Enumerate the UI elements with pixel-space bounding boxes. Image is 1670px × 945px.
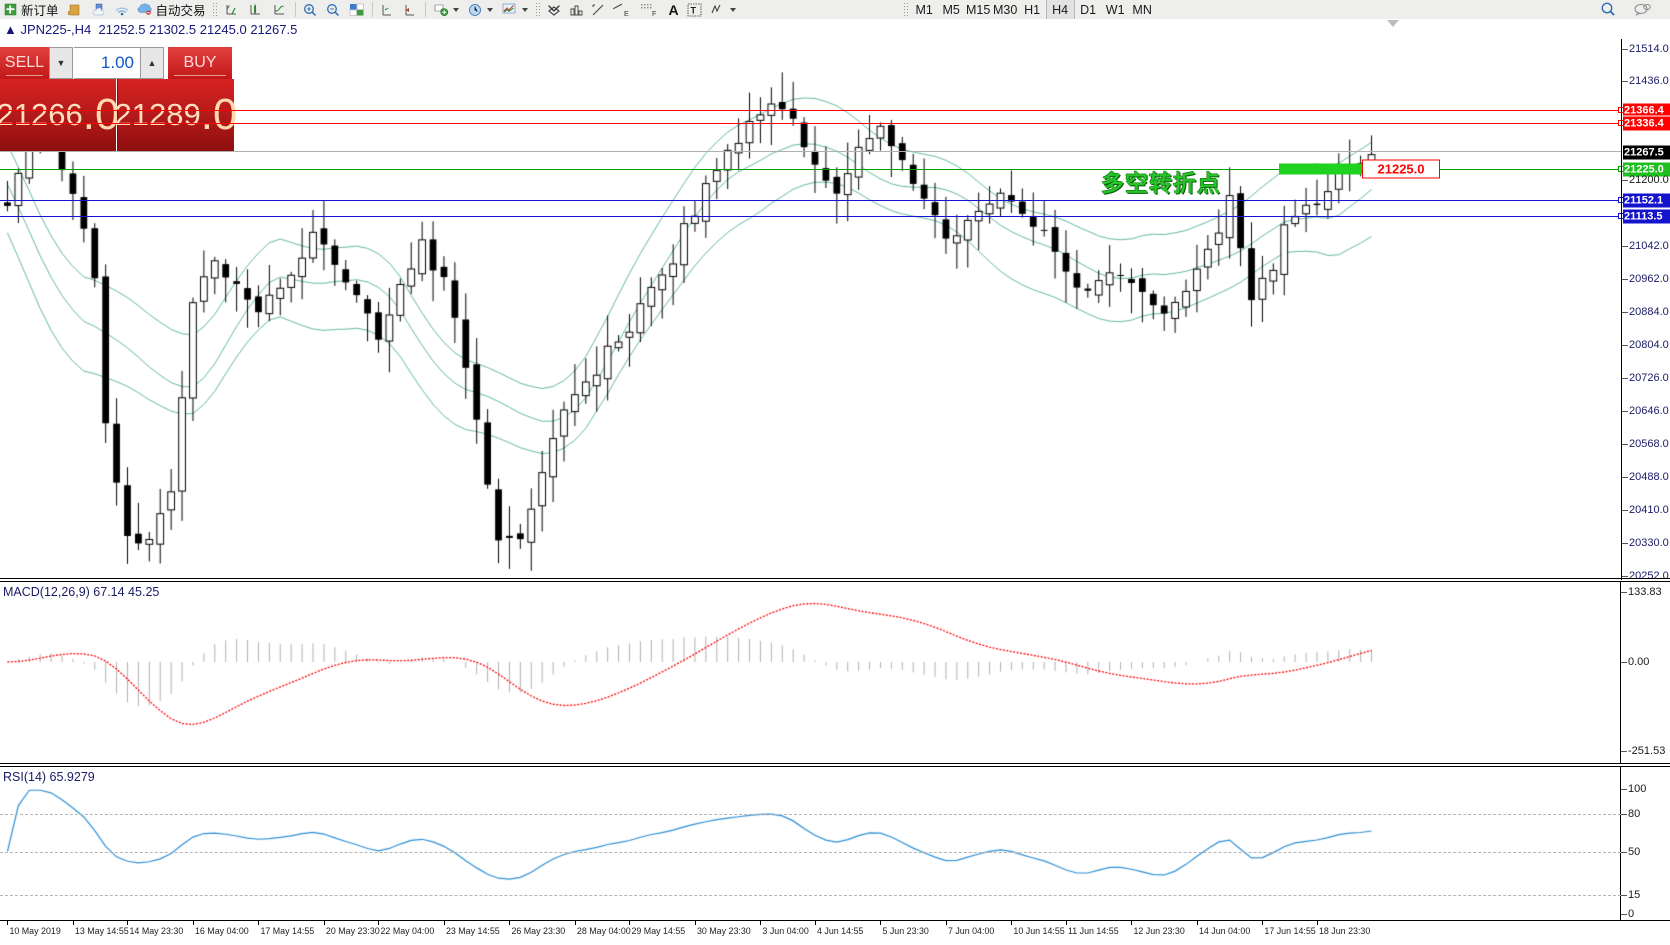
svg-text:E: E bbox=[624, 11, 629, 17]
svg-text:F: F bbox=[652, 11, 656, 17]
svg-text:T: T bbox=[690, 5, 696, 15]
